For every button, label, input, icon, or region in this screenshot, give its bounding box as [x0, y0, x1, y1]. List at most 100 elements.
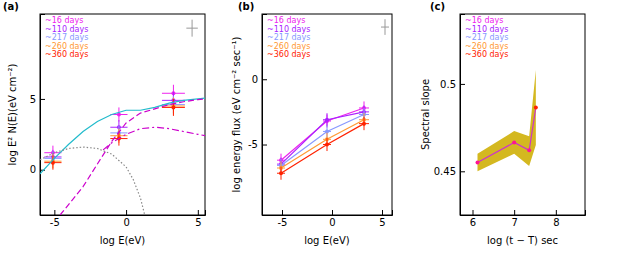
y-axis: 0.45 0.5 [434, 15, 465, 216]
series [60, 99, 205, 215]
line [478, 108, 536, 163]
line [281, 120, 364, 168]
x-tick: 0 [329, 210, 335, 228]
y-tick-mark [460, 171, 465, 172]
point [325, 143, 329, 147]
y-tick: 0 [252, 74, 267, 85]
series [277, 108, 369, 172]
y-tick-label: 0.45 [434, 166, 456, 177]
y-tick-mark [460, 84, 465, 85]
y-tick-mark [262, 79, 267, 80]
y-tick-label: 0 [252, 74, 258, 85]
plot-area [40, 20, 205, 215]
panel: 6 7 8 0.45 0.5 ~16 days~110 days~217 days~260… [420, 1, 586, 246]
x-tick: 7 [511, 210, 517, 228]
point [362, 122, 366, 126]
point [325, 118, 329, 122]
line [60, 99, 205, 215]
y-tick-label: 0.5 [440, 79, 456, 90]
series [277, 117, 369, 180]
line [40, 147, 145, 215]
panel: -505-50~16 days~110 days~217 days~260 da… [231, 1, 393, 246]
x-tick: 5 [195, 210, 201, 228]
plot-area [476, 70, 538, 171]
series [44, 99, 185, 170]
series [40, 147, 145, 215]
x-tick-label: 0 [123, 217, 129, 228]
point [171, 105, 175, 109]
line [281, 115, 364, 166]
x-tick-mark [198, 210, 199, 215]
x-tick-label: 5 [379, 217, 385, 228]
x-axis-title: log E(eV) [304, 235, 350, 246]
y-axis: -5 0 [248, 15, 267, 216]
series [476, 106, 538, 165]
series [44, 98, 185, 169]
x-tick-mark [126, 210, 127, 215]
x-tick: -5 [50, 210, 60, 228]
series [103, 127, 205, 150]
point [279, 171, 283, 175]
series [381, 19, 389, 35]
point [527, 148, 531, 152]
point [476, 161, 480, 165]
x-tick: -5 [278, 210, 288, 228]
x-tick-mark [282, 210, 283, 215]
line [103, 127, 205, 150]
y-tick: -5 [248, 139, 267, 150]
series [277, 101, 369, 166]
plot-frame [262, 14, 392, 215]
x-axis-line [41, 210, 206, 216]
y-tick: 0.5 [440, 79, 465, 90]
panel-label: (a) [3, 1, 19, 12]
x-tick-label: 6 [470, 217, 476, 228]
x-tick: 8 [553, 210, 559, 228]
x-axis-line [461, 210, 586, 216]
y-axis-title: log energy flux (eV cm⁻² sec⁻¹) [231, 36, 242, 192]
x-axis: -5 0 5 [263, 210, 393, 228]
y-tick: 5 [30, 94, 45, 105]
panel: -50505~16 days~110 days~217 days~260 day… [3, 1, 206, 246]
panel-label: (c) [430, 1, 445, 12]
x-tick-label: 0 [329, 217, 335, 228]
plot-frame [40, 14, 205, 215]
x-tick-label: -5 [278, 217, 288, 228]
series [478, 70, 536, 171]
y-tick-label: 5 [30, 94, 36, 105]
x-tick-mark [514, 210, 515, 215]
x-axis: 6 7 8 [461, 210, 586, 228]
y-axis-title: log E² N(E)(eV cm⁻²) [7, 63, 18, 165]
panel-label: (b) [238, 1, 254, 12]
x-axis-title: log E(eV) [100, 235, 146, 246]
y-tick-label: 0 [30, 164, 36, 175]
y-axis: 05 [30, 15, 45, 216]
legend: ~16 days~110 days~217 days~260 days~360 … [45, 16, 88, 59]
error-bar-x [186, 28, 197, 29]
series [186, 20, 197, 37]
error-bar-x [381, 27, 389, 28]
x-tick-mark [54, 210, 55, 215]
y-tick: 0.45 [434, 166, 465, 177]
series [277, 113, 369, 174]
y-tick-label: -5 [248, 139, 258, 150]
series [44, 85, 185, 160]
y-tick-mark [262, 145, 267, 146]
x-tick-label: 7 [511, 217, 517, 228]
x-tick: 0 [123, 210, 129, 228]
legend: ~16 days~110 days~217 days~260 days~360 … [465, 16, 508, 59]
x-axis-line [263, 210, 393, 216]
y-tick-mark [40, 99, 45, 100]
line [40, 98, 205, 174]
series [277, 105, 369, 170]
x-tick-mark [382, 210, 383, 215]
x-tick: 6 [470, 210, 476, 228]
series [40, 98, 205, 174]
x-tick: 5 [379, 210, 385, 228]
line [281, 124, 364, 174]
x-axis-title: log (t − T) sec [487, 235, 558, 246]
x-axis: -5 0 5 [41, 210, 206, 228]
y-axis-title: Spectral slope [420, 79, 431, 150]
band [478, 70, 536, 171]
plot-frame [460, 14, 585, 215]
x-tick-mark [556, 210, 557, 215]
